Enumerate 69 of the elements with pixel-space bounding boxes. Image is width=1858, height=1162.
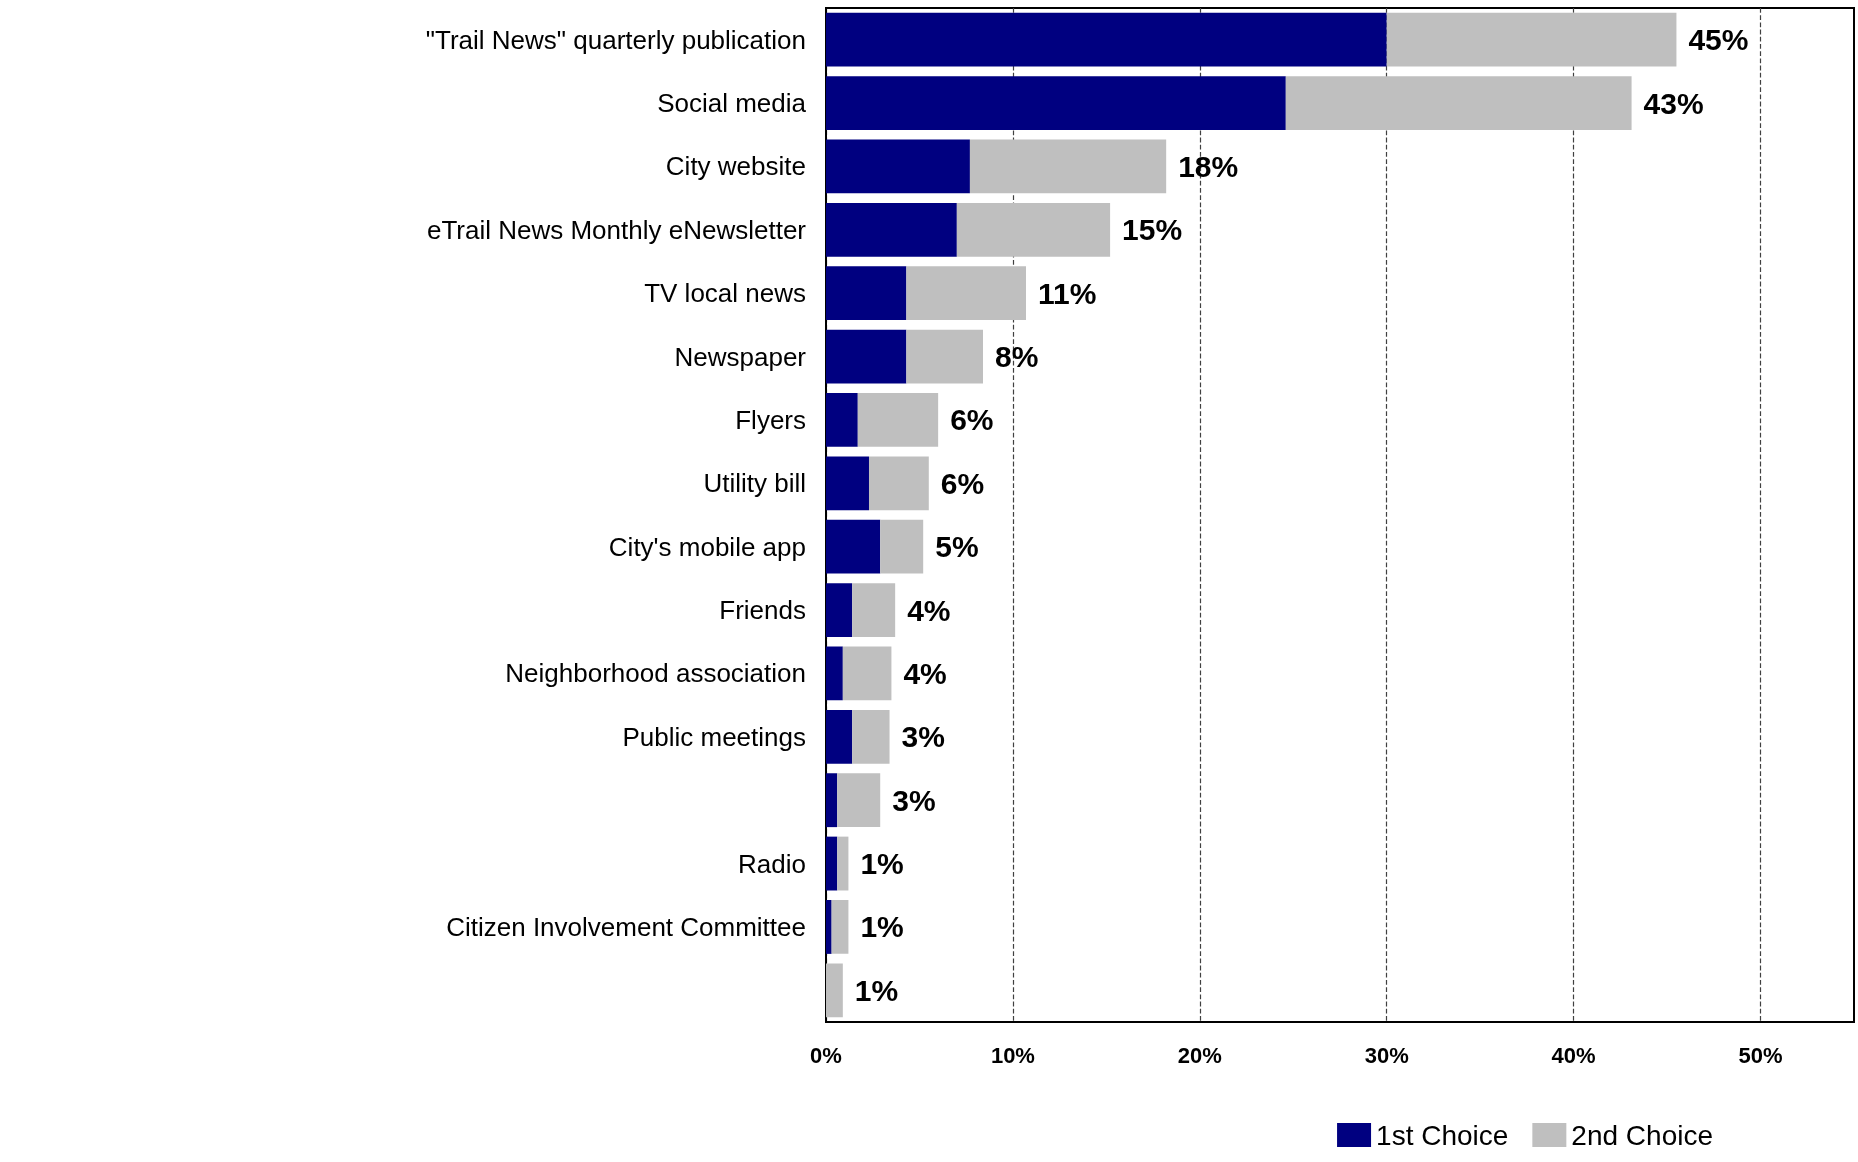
bar [857,393,939,447]
y-tick-label: Flyers [735,404,806,435]
y-tick-label: Citizen Involvement Committee [446,911,806,942]
bar [826,329,907,384]
total-label: 8% [995,340,1039,374]
y-tick-label: Public meetings [622,721,806,752]
y-tick-label: City's mobile app [608,531,806,562]
legend-label: 2nd Choice [1571,1119,1713,1151]
x-tick-label: 0% [810,1042,842,1068]
x-tick-label: 40% [1551,1042,1596,1068]
total-label: 3% [892,783,936,817]
bar [826,456,869,511]
bar [956,202,1111,257]
bar [831,900,849,954]
bar [826,963,843,1018]
legend-label: 1st Choice [1376,1119,1509,1151]
bar [826,646,843,701]
bar [826,76,1286,130]
bar [906,329,983,384]
bar [826,709,853,764]
y-tick-label: Radio [738,848,806,879]
y-tick-label: "Trail News" quarterly publication [425,24,806,55]
total-label: 1% [860,847,904,881]
bar [826,12,1387,67]
y-tick-label: City website [665,151,806,182]
total-label: 1% [860,910,904,944]
total-label: 4% [907,593,951,627]
bar [906,266,1026,321]
bar [1386,12,1677,67]
total-label: 45% [1688,23,1749,57]
y-tick-label: Newspaper [674,341,807,372]
bar [826,202,957,257]
total-label: 1% [854,973,899,1007]
total-label: 6% [940,466,985,500]
bar [868,456,929,511]
y-tick-label: Neighborhood association [505,658,806,689]
y-tick-label: eTrail News Monthly eNewsletter [426,214,807,245]
bar [826,139,970,194]
bar [837,836,849,891]
x-tick-label: 10% [990,1042,1035,1068]
total-label: 15% [1122,213,1183,247]
total-label: 3% [901,720,945,754]
total-label: 43% [1643,86,1704,120]
y-tick-label: Utility bill [703,468,806,499]
total-label: 11% [1037,276,1097,310]
bar [852,583,896,637]
bar [826,900,832,954]
x-tick-label: 50% [1738,1042,1783,1068]
bar [842,646,892,701]
bar [826,393,858,447]
bar [969,139,1167,194]
x-tick-label: 30% [1364,1042,1409,1068]
y-tick-label: TV local news [644,278,806,309]
bar [880,519,924,574]
bar [826,836,838,891]
bar [837,773,881,828]
bar [852,709,890,764]
total-label: 4% [903,656,947,690]
bar [826,583,853,637]
y-tick-label: Social media [657,88,807,119]
y-tick-label: Friends [719,595,806,626]
total-label: 5% [935,530,979,564]
total-label: 18% [1178,149,1239,183]
x-tick-label: 20% [1177,1042,1222,1068]
bar [826,266,907,321]
bar [826,773,838,828]
total-label: 6% [950,403,994,437]
bar [1285,76,1632,130]
bar [826,519,881,574]
